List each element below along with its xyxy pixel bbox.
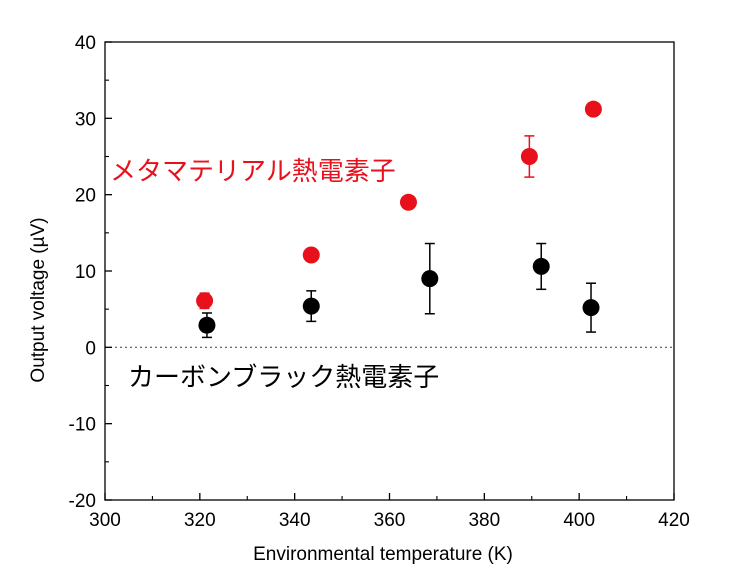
y-tick-label: 30 xyxy=(75,109,96,130)
data-point xyxy=(584,100,602,118)
data-point xyxy=(302,297,320,315)
y-tick-label: 10 xyxy=(75,262,96,283)
series-carbon-black xyxy=(198,242,600,339)
data-point xyxy=(582,299,600,317)
y-tick-label: -10 xyxy=(69,415,96,436)
x-axis-title: Environmental temperature (K) xyxy=(253,544,513,565)
y-tick-label: -20 xyxy=(69,491,96,512)
x-tick-label: 400 xyxy=(563,510,595,531)
x-tick-label: 320 xyxy=(184,510,216,531)
data-point xyxy=(421,270,439,288)
data-point xyxy=(302,246,320,264)
series-label-carbon-black: カーボンブラック熱電素子 xyxy=(128,363,439,393)
x-tick-label: 360 xyxy=(374,510,406,531)
series-metamaterial xyxy=(196,100,602,310)
data-point xyxy=(520,148,538,165)
data-points-layer xyxy=(196,100,602,339)
x-tick-label: 380 xyxy=(468,510,500,531)
x-tick-label: 340 xyxy=(279,510,311,531)
y-tick-label: 0 xyxy=(85,338,96,359)
data-point xyxy=(532,257,550,275)
data-point xyxy=(196,292,214,310)
x-tick-label: 300 xyxy=(89,510,121,531)
data-point xyxy=(399,193,417,211)
y-axis-title: Output voltage (µV) xyxy=(28,217,49,382)
series-label-metamaterial: メタマテリアル熱電素子 xyxy=(110,157,396,187)
data-point xyxy=(198,316,216,334)
x-tick-label: 420 xyxy=(658,510,690,531)
ticks-layer: 300 320 340 360 380 400 420 -20 -10 0 10 20 30 40 xyxy=(69,33,690,531)
y-tick-label: 20 xyxy=(75,186,96,207)
y-tick-label: 40 xyxy=(75,33,96,54)
